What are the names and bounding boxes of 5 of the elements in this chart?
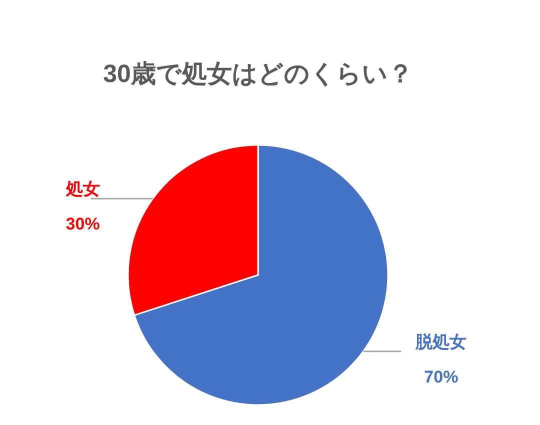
chart-title: 30歳で処女はどのくらい？ — [103, 60, 413, 88]
slice-label: 脱処女 — [414, 332, 467, 352]
slice-label: 処女 — [64, 180, 100, 199]
data-label: 70% — [424, 367, 458, 386]
data-label: 30% — [66, 214, 100, 234]
